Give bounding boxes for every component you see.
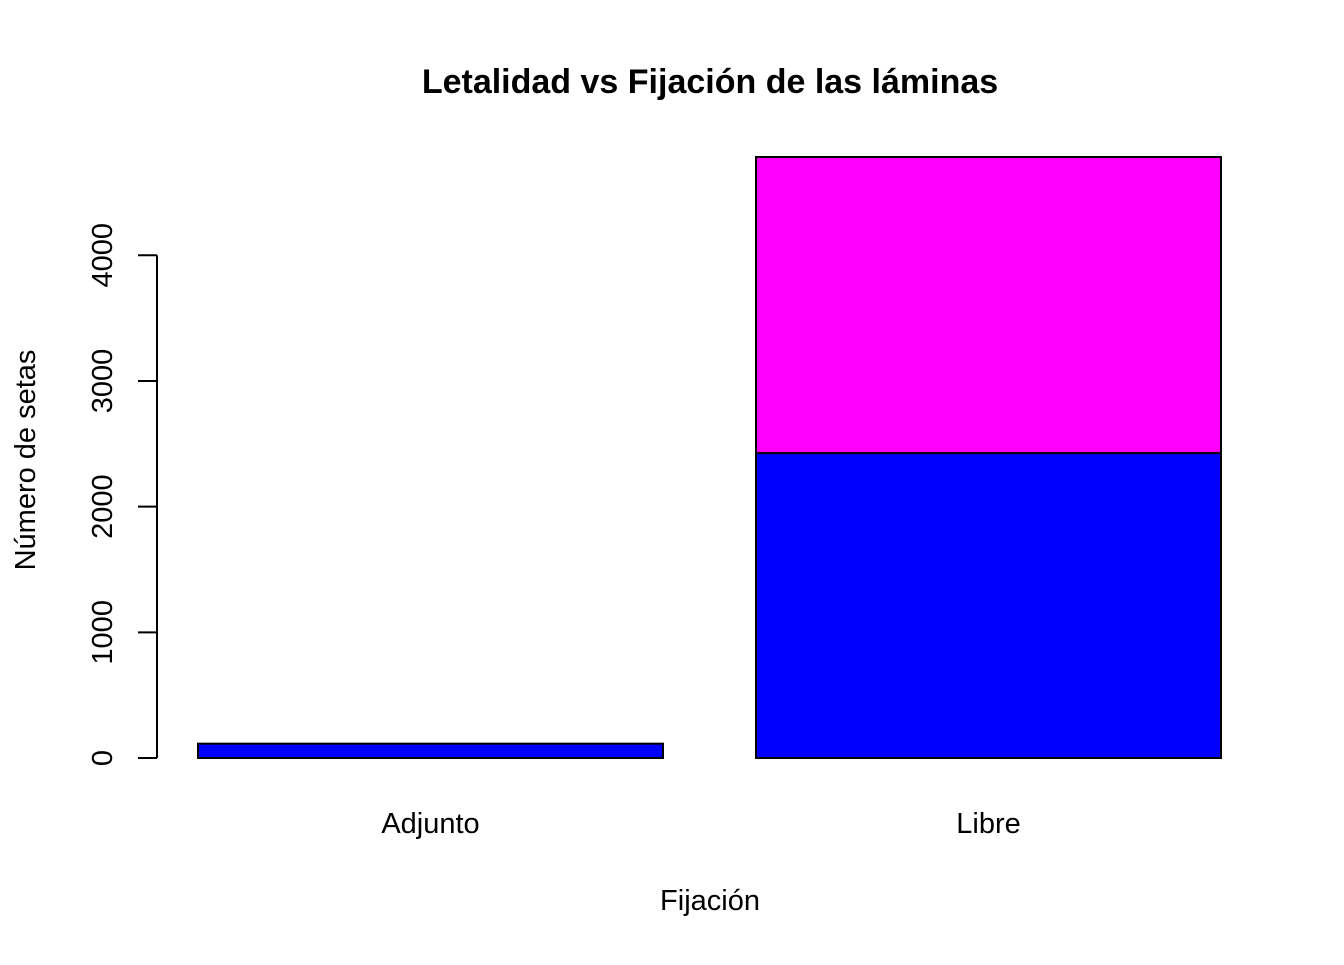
y-tick-label: 3000 [87, 349, 119, 414]
bar-libre-segment-1 [755, 452, 1222, 759]
y-axis-label: Número de setas [10, 350, 42, 571]
y-tick-label: 1000 [87, 600, 119, 665]
y-tick-label: 4000 [87, 223, 119, 288]
x-axis-label: Fijación [660, 885, 760, 917]
y-axis: 0 1000 2000 3000 4000 [87, 223, 158, 766]
x-tick-label-libre: Libre [956, 808, 1021, 840]
bar-libre-segment-2 [755, 156, 1222, 455]
x-tick-label-adjunto: Adjunto [381, 808, 479, 840]
x-axis-tick-labels: Adjunto Libre [381, 808, 1020, 840]
chart-title: Letalidad vs Fijación de las láminas [422, 63, 998, 101]
y-tick-label: 2000 [87, 474, 119, 539]
bar-adjunto-segment-1 [197, 742, 664, 760]
bars-layer [197, 156, 1222, 760]
y-tick-label: 0 [87, 750, 119, 766]
